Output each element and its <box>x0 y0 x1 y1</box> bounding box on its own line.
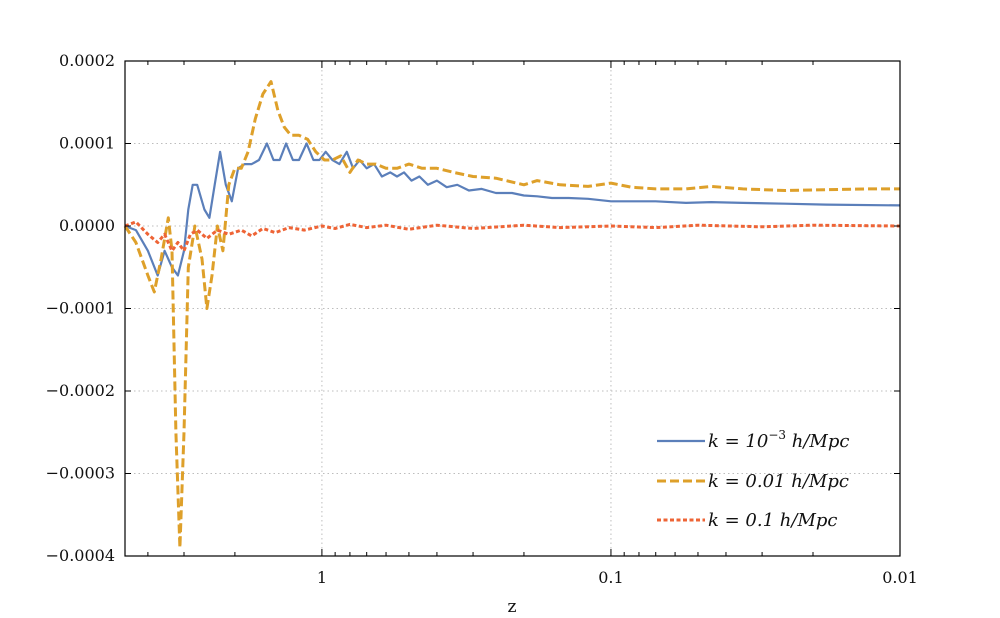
x-tick-label: 0.1 <box>598 568 623 587</box>
legend-label-unit: h/Mpc <box>786 471 849 492</box>
series-line-3 <box>124 220 901 253</box>
x-axis-label: z <box>508 597 517 617</box>
legend-label-2: k = 0.01 h/Mpc <box>708 471 849 492</box>
x-tick-label: 0.01 <box>882 568 918 587</box>
series-line-1 <box>124 142 901 277</box>
y-tick-label: −0.0003 <box>46 464 115 483</box>
y-tick-label: −0.0002 <box>46 381 115 400</box>
y-tick-label: 0.0000 <box>59 216 115 235</box>
series-layer <box>123 80 901 550</box>
series-line-2 <box>123 80 900 550</box>
ticks: 0.0002 0.0001 0.0000 −0.0001 −0.0002 −0.0003 −… <box>46 51 918 587</box>
y-tick-label: 0.0001 <box>59 134 115 153</box>
legend-label-main: k = 0.1 <box>708 510 774 531</box>
legend-label-main: k = 0.01 <box>708 471 786 492</box>
legend-label-exponent: −3 <box>768 428 786 442</box>
y-tick-label: −0.0001 <box>46 299 115 318</box>
legend-label-unit: h/Mpc <box>786 431 849 452</box>
legend-label-unit: h/Mpc <box>774 510 837 531</box>
y-tick-label: 0.0002 <box>59 51 115 70</box>
legend-label-3: k = 0.1 h/Mpc <box>708 510 837 531</box>
legend-label-main: k = 10 <box>708 431 768 452</box>
x-tick-label: 1 <box>317 568 327 587</box>
grid <box>125 61 900 556</box>
y-tick-label: −0.0004 <box>46 546 115 565</box>
legend-label-1: k = 10−3 h/Mpc <box>708 428 849 452</box>
